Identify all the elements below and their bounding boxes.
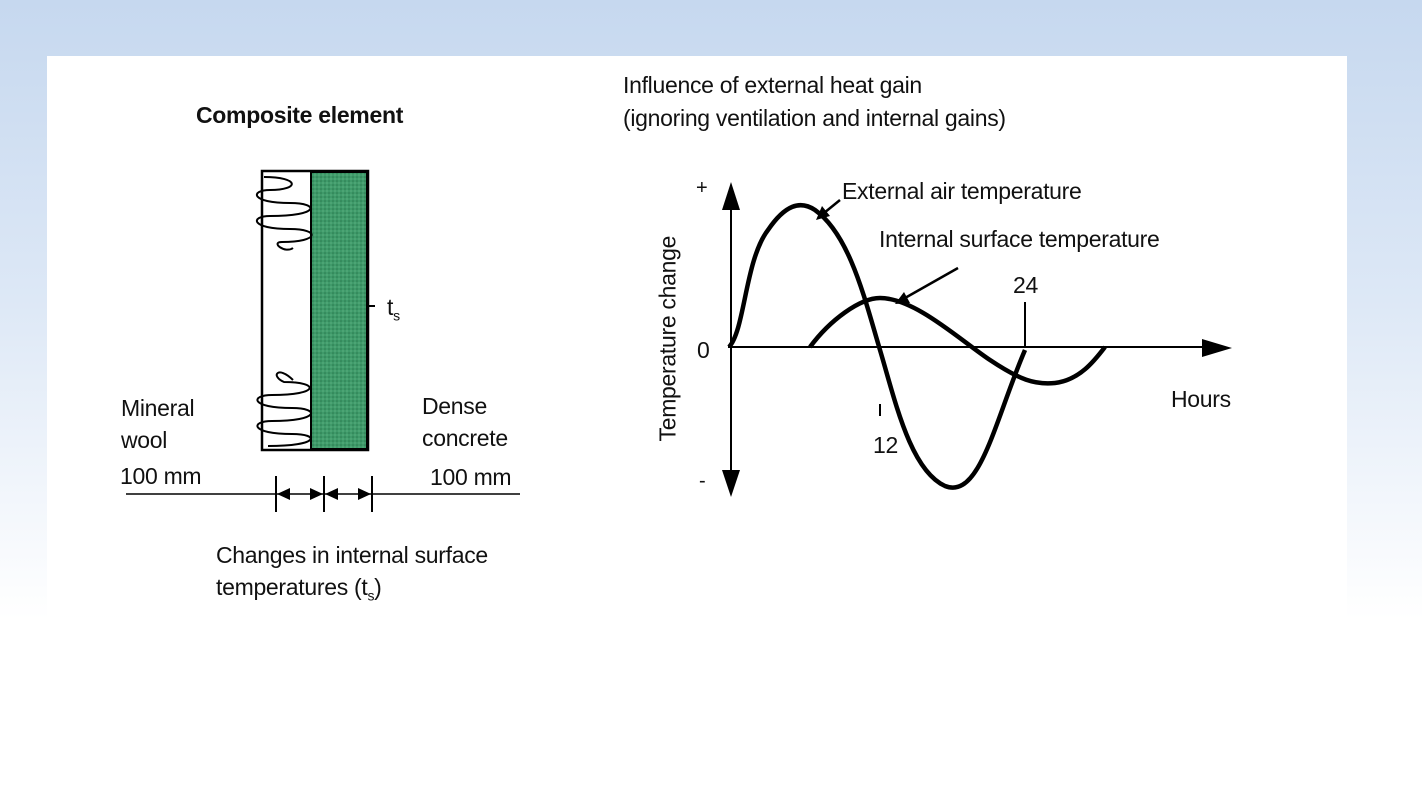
- y-axis-arrow-down: [722, 470, 740, 497]
- internal-surface-temperature-curve: [808, 295, 1107, 386]
- graph-title-line1: Influence of external heat gain: [623, 72, 922, 98]
- surface-temperature-label: ts: [387, 294, 400, 324]
- dimension-line: [126, 476, 520, 512]
- internal-leader: [904, 266, 959, 300]
- tick-24-label: 24: [1013, 272, 1038, 298]
- y-minus-label: -: [699, 470, 706, 492]
- mineral-wool-line2: wool: [121, 427, 168, 453]
- external-leader: [823, 199, 841, 214]
- figure-panel: [47, 56, 1347, 616]
- external-air-temperature-label: External air temperature: [842, 178, 1082, 204]
- composite-wall: [255, 169, 375, 452]
- caption-line1: Changes in internal surface: [216, 542, 488, 568]
- y-plus-label: +: [696, 177, 708, 199]
- y-zero-label: 0: [697, 337, 710, 363]
- caption-line2: temperatures (ts): [216, 574, 382, 604]
- external-air-temperature-curve: [727, 202, 1028, 490]
- graph: [722, 182, 1232, 497]
- dense-concrete-thickness: 100 mm: [430, 464, 512, 490]
- tick-12-label: 12: [873, 432, 898, 458]
- composite-title: Composite element: [196, 102, 404, 128]
- y-axis-label: Temperature change: [654, 235, 681, 442]
- y-axis-arrow-up: [722, 182, 740, 210]
- concrete-layer: [310, 171, 368, 450]
- wool-squiggle-top: [255, 176, 313, 251]
- x-axis-label: Hours: [1171, 386, 1231, 412]
- dense-concrete-line2: concrete: [422, 425, 508, 451]
- mineral-wool-thickness: 100 mm: [120, 463, 202, 489]
- dense-concrete-line1: Dense: [422, 393, 487, 419]
- wool-squiggle-bottom: [256, 371, 312, 447]
- mineral-wool-line1: Mineral: [121, 395, 195, 421]
- graph-title-line2: (ignoring ventilation and internal gains…: [623, 105, 1006, 131]
- x-axis-arrow: [1202, 339, 1232, 357]
- internal-surface-temperature-label: Internal surface temperature: [879, 226, 1160, 252]
